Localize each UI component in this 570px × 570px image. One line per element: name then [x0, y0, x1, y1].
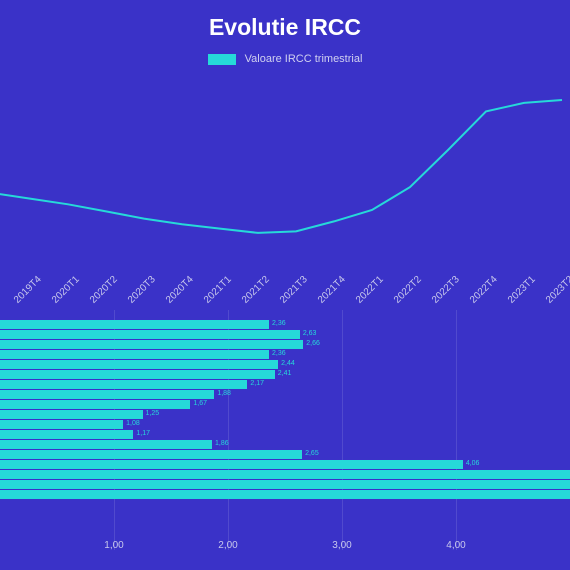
hbar: 2,36 — [0, 350, 269, 359]
legend-swatch — [208, 54, 236, 65]
hbar: 1,08 — [0, 420, 123, 429]
line-series — [0, 100, 562, 233]
hbar: 1,86 — [0, 440, 212, 449]
x-axis-label: 2020T4 — [164, 274, 196, 306]
hbar: 2,36 — [0, 320, 269, 329]
x-axis-label: 2021T4 — [316, 274, 348, 306]
hbar: 2,65 — [0, 450, 302, 459]
x-axis-label: 2022T2 — [392, 274, 424, 306]
x-axis-label: 2020T3 — [126, 274, 158, 306]
bar-chart: 1,002,003,004,002,362,632,662,362,442,41… — [0, 320, 570, 520]
legend: Valoare IRCC trimestrial — [0, 53, 570, 65]
chart-title: Evolutie IRCC — [0, 0, 570, 41]
hbar-value-label: 1,86 — [215, 440, 229, 447]
hbar: 1,17 — [0, 430, 133, 439]
hbar-value-label: 2,41 — [278, 370, 292, 377]
x-axis-label: 2021T1 — [202, 274, 234, 306]
x-axis-label: 2021T2 — [240, 274, 272, 306]
hbar-value-label: 2,66 — [306, 340, 320, 347]
bar-x-tick-label: 2,00 — [218, 540, 237, 551]
x-axis-label: 2022T4 — [468, 274, 500, 306]
hbar-value-label: 2,63 — [303, 330, 317, 337]
x-axis-label: 2020T1 — [50, 274, 82, 306]
grid-line — [456, 310, 457, 550]
hbar-value-label: 4,06 — [466, 460, 480, 467]
x-axis-label: 2021T3 — [278, 274, 310, 306]
hbar-value-label: 2,36 — [272, 350, 286, 357]
bar-x-tick-label: 4,00 — [446, 540, 465, 551]
hbar-value-label: 1,88 — [217, 390, 231, 397]
x-axis-label: 2022T1 — [354, 274, 386, 306]
hbar: 4,06 — [0, 460, 463, 469]
x-axis-label: 2023T2 — [544, 274, 570, 306]
hbar: 2,63 — [0, 330, 300, 339]
hbar — [0, 470, 570, 479]
x-axis-label: 2020T2 — [88, 274, 120, 306]
legend-label: Valoare IRCC trimestrial — [245, 53, 363, 65]
hbar-value-label: 1,08 — [126, 420, 140, 427]
grid-line — [342, 310, 343, 550]
bar-x-tick-label: 1,00 — [104, 540, 123, 551]
hbar-value-label: 2,17 — [250, 380, 264, 387]
x-axis-label: 2023T1 — [506, 274, 538, 306]
x-axis-label: 2019T4 — [12, 274, 44, 306]
hbar: 2,17 — [0, 380, 247, 389]
hbar: 1,25 — [0, 410, 143, 419]
bar-x-tick-label: 3,00 — [332, 540, 351, 551]
x-axis-label: 2022T3 — [430, 274, 462, 306]
hbar-value-label: 1,67 — [193, 400, 207, 407]
hbar — [0, 480, 570, 489]
hbar-value-label: 2,44 — [281, 360, 295, 367]
hbar-value-label: 2,36 — [272, 320, 286, 327]
hbar: 2,41 — [0, 370, 275, 379]
line-x-axis: 19T32019T42020T12020T22020T32020T42021T1… — [0, 270, 570, 320]
line-chart — [0, 70, 570, 270]
hbar-value-label: 2,65 — [305, 450, 319, 457]
hbar: 2,44 — [0, 360, 278, 369]
hbar — [0, 490, 570, 499]
hbar-value-label: 1,17 — [136, 430, 150, 437]
hbar: 1,67 — [0, 400, 190, 409]
hbar: 1,88 — [0, 390, 214, 399]
hbar-value-label: 1,25 — [146, 410, 160, 417]
hbar: 2,66 — [0, 340, 303, 349]
